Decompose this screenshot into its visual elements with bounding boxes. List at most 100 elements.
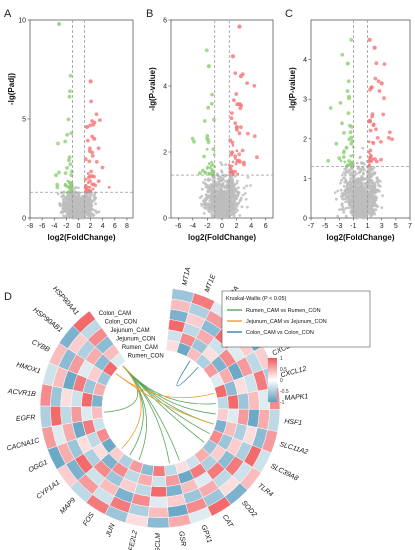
point-ns (362, 205, 366, 209)
gene-label: HSP90AA1 (51, 286, 80, 317)
point-ns (355, 161, 359, 165)
point-ns (362, 208, 366, 212)
point-ns (203, 201, 207, 205)
point-ns (344, 194, 348, 198)
point-down (204, 48, 209, 53)
point-ns (359, 195, 362, 199)
point-ns (343, 188, 347, 192)
point-ns (361, 176, 365, 180)
point-ns (367, 199, 371, 203)
x-tick-label: 6 (264, 223, 268, 230)
point-ns (356, 192, 359, 196)
gene-label: CAT (221, 514, 234, 530)
point-ns (246, 205, 249, 209)
point-down (202, 154, 207, 159)
point-ns (370, 186, 373, 190)
ring-row-label: Jejunum_CAM (110, 328, 149, 334)
panel-letter-c: C (285, 8, 293, 20)
point-ns (229, 201, 232, 205)
point-ns (347, 206, 350, 210)
point-ns (236, 186, 240, 190)
x-tick-label: 3 (380, 223, 384, 230)
point-ns (378, 184, 382, 188)
point-up (94, 112, 99, 117)
point-up (237, 24, 242, 29)
point-ns (353, 201, 357, 205)
point-ns (347, 185, 351, 189)
point-up (369, 153, 372, 157)
point-down (339, 159, 343, 163)
point-down (341, 150, 346, 155)
point-up (242, 162, 246, 167)
point-ns (348, 190, 351, 194)
point-up (98, 118, 102, 122)
point-ns (77, 194, 81, 198)
point-up (235, 102, 240, 107)
point-down (55, 182, 60, 187)
y-tick-label: 2 (163, 150, 167, 157)
point-ns (342, 171, 346, 175)
point-up (84, 124, 90, 130)
point-up (239, 125, 243, 130)
point-ns (60, 195, 63, 199)
point-ns (345, 170, 348, 173)
point-ns (58, 203, 62, 207)
point-up (86, 185, 90, 189)
y-axis-label: -lg(Padj) (7, 73, 16, 105)
point-ns (238, 199, 242, 203)
volcano-panel-b: B -6 -4 -2 0 2 4 6 0 2 4 6 log2(FoldChange) -lg(P-va… (146, 8, 274, 242)
point-ns (230, 178, 234, 182)
point-ns (240, 205, 244, 209)
y-tick-label: 0 (22, 216, 26, 223)
point-ns (207, 187, 210, 190)
point-up (377, 89, 382, 93)
point-up (390, 137, 394, 142)
point-ns (232, 207, 235, 211)
point-down (343, 160, 347, 164)
heatmap-cell (216, 396, 229, 410)
point-ns (229, 181, 233, 185)
point-ns (357, 190, 361, 194)
point-ns (342, 210, 346, 214)
point-ns (203, 197, 207, 201)
point-ns (213, 177, 216, 180)
point-ns (357, 177, 361, 181)
point-ns (342, 208, 346, 212)
point-up (229, 152, 234, 157)
point-down (348, 130, 353, 135)
point-up (382, 96, 386, 101)
point-ns (97, 210, 101, 214)
point-ns (249, 184, 252, 187)
point-ns (61, 207, 65, 210)
heatmap-cell (152, 465, 166, 477)
gene-label: JUN (105, 522, 117, 539)
heatmap-cell (247, 390, 260, 410)
point-ns (85, 210, 89, 214)
point-ns (216, 208, 220, 212)
point-ns (227, 206, 231, 210)
point-up (230, 170, 235, 174)
point-ns (220, 194, 223, 198)
point-ns (222, 214, 226, 218)
point-ns (369, 181, 372, 185)
point-down (63, 171, 68, 176)
point-ns (370, 190, 374, 194)
legend-entry: Colon_CAM vs Colon_CON (246, 330, 314, 336)
point-down (340, 52, 345, 57)
point-ns (68, 211, 71, 215)
circular-heatmap-panel-d: D MT1AMT1EMT2AMT3MTF1CXCL9CXCL12MAPK1HSF… (4, 266, 371, 550)
point-ns (209, 202, 213, 206)
point-up (91, 182, 96, 187)
point-up (233, 121, 238, 125)
gene-label: OGG1 (28, 459, 49, 474)
point-ns (225, 186, 228, 190)
point-ns (362, 162, 366, 166)
point-ns (348, 173, 352, 177)
point-ns (350, 198, 354, 202)
point-ns (66, 200, 70, 204)
point-up (376, 79, 381, 84)
point-ns (229, 208, 233, 212)
point-ns (356, 167, 360, 171)
point-ns (200, 194, 204, 198)
